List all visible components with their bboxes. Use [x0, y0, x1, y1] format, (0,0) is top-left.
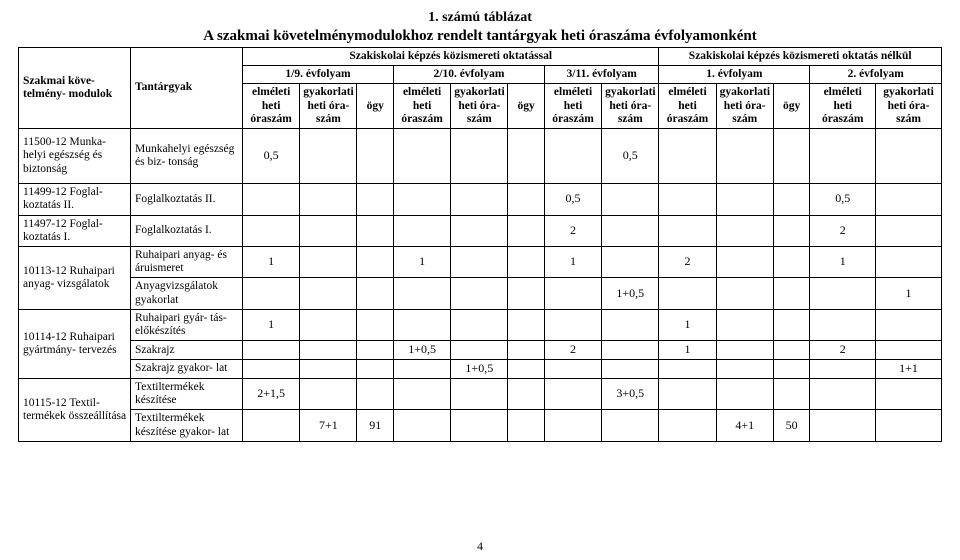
- value-cell: 1+0,5: [393, 341, 450, 360]
- subject-cell: Textiltermékek készítése gyakor- lat: [131, 410, 243, 441]
- value-cell: 2: [544, 341, 601, 360]
- value-cell: 2: [810, 215, 876, 246]
- hdr-gyak: gyakorlati heti óra- szám: [716, 84, 773, 129]
- hdr-y2: 2/10. évfolyam: [393, 66, 544, 84]
- table-caption: A szakmai követelménymodulokhoz rendelt …: [18, 28, 942, 45]
- value-cell: 2: [544, 215, 601, 246]
- subject-cell: Ruhaipari gyár- tás-előkészítés: [131, 309, 243, 340]
- hdr-elm: elméleti heti óraszám: [544, 84, 601, 129]
- hdr-gyak: gyakorlati heti óra- szám: [876, 84, 942, 129]
- hdr-group-a: Szakiskolai képzés közismereti oktatássa…: [243, 48, 659, 66]
- subject-cell: Szakrajz: [131, 341, 243, 360]
- table-row: 10113-12 Ruhaipari anyag- vizsgálatok Ru…: [19, 246, 942, 277]
- table-row: Szakrajz 1+0,5 2 1 2: [19, 341, 942, 360]
- module-cell: 11500-12 Munka- helyi egészség és bizton…: [19, 129, 131, 184]
- module-cell: 10113-12 Ruhaipari anyag- vizsgálatok: [19, 246, 131, 309]
- hdr-ogy: ögy: [508, 84, 545, 129]
- value-cell: 4+1: [716, 410, 773, 441]
- value-cell: 1: [876, 278, 942, 309]
- subject-cell: Foglalkoztatás II.: [131, 184, 243, 215]
- hdr-gyak: gyakorlati heti óra- szám: [451, 84, 508, 129]
- value-cell: 0,5: [602, 129, 659, 184]
- value-cell: 1: [243, 246, 300, 277]
- table-row: 10114-12 Ruhaipari gyártmány- tervezés R…: [19, 309, 942, 340]
- value-cell: 1: [810, 246, 876, 277]
- hdr-yb2: 2. évfolyam: [810, 66, 942, 84]
- subject-cell: Foglalkoztatás I.: [131, 215, 243, 246]
- table-row: Anyagvizsgálatok gyakorlat 1+0,5 1: [19, 278, 942, 309]
- value-cell: 2: [659, 246, 716, 277]
- value-cell: 0,5: [544, 184, 601, 215]
- value-cell: 3+0,5: [602, 378, 659, 409]
- value-cell: 1+1: [876, 360, 942, 379]
- hdr-y1: 1/9. évfolyam: [243, 66, 394, 84]
- hdr-gyak: gyakorlati heti óra- szám: [300, 84, 357, 129]
- value-cell: 1: [393, 246, 450, 277]
- value-cell: 1+0,5: [602, 278, 659, 309]
- value-cell: 91: [357, 410, 394, 441]
- hdr-ogy: ögy: [357, 84, 394, 129]
- subject-cell: Ruhaipari anyag- és áruismeret: [131, 246, 243, 277]
- value-cell: 1: [243, 309, 300, 340]
- table-row: 11499-12 Foglal- koztatás II. Foglalkozt…: [19, 184, 942, 215]
- table-number-label: 1. számú táblázat: [18, 10, 942, 26]
- subject-cell: Szakrajz gyakor- lat: [131, 360, 243, 379]
- page-number: 4: [0, 539, 960, 554]
- hdr-y3: 3/11. évfolyam: [544, 66, 658, 84]
- hdr-elm: elméleti heti óraszám: [659, 84, 716, 129]
- table-row: 11500-12 Munka- helyi egészség és bizton…: [19, 129, 942, 184]
- module-cell: 10115-12 Textil-termékek összeállítása: [19, 378, 131, 441]
- hdr-gyak: gyakorlati heti óra- szám: [602, 84, 659, 129]
- table-row: 10115-12 Textil-termékek összeállítása T…: [19, 378, 942, 409]
- table-row: Textiltermékek készítése gyakor- lat 7+1…: [19, 410, 942, 441]
- hdr-elm: elméleti heti óraszám: [393, 84, 450, 129]
- table-row: Szakrajz gyakor- lat 1+0,5 1+1: [19, 360, 942, 379]
- hdr-yb1: 1. évfolyam: [659, 66, 810, 84]
- value-cell: 1: [659, 341, 716, 360]
- hdr-ogy: ögy: [773, 84, 810, 129]
- hdr-modules: Szakmai köve- telmény- modulok: [19, 48, 131, 129]
- module-cell: 10114-12 Ruhaipari gyártmány- tervezés: [19, 309, 131, 378]
- subject-cell: Textiltermékek készítése: [131, 378, 243, 409]
- hdr-elm: elméleti heti óraszám: [243, 84, 300, 129]
- value-cell: 0,5: [243, 129, 300, 184]
- value-cell: 1: [659, 309, 716, 340]
- subject-cell: Anyagvizsgálatok gyakorlat: [131, 278, 243, 309]
- curriculum-table: Szakmai köve- telmény- modulok Tantárgya…: [18, 47, 942, 442]
- value-cell: 2+1,5: [243, 378, 300, 409]
- value-cell: 50: [773, 410, 810, 441]
- value-cell: 0,5: [810, 184, 876, 215]
- module-cell: 11499-12 Foglal- koztatás II.: [19, 184, 131, 215]
- value-cell: 1+0,5: [451, 360, 508, 379]
- hdr-elm: elméleti heti óraszám: [810, 84, 876, 129]
- value-cell: 1: [544, 246, 601, 277]
- subject-cell: Munkahelyi egészség és biz- tonság: [131, 129, 243, 184]
- value-cell: 2: [810, 341, 876, 360]
- hdr-subjects: Tantárgyak: [131, 48, 243, 129]
- table-row: 11497-12 Foglal- koztatás I. Foglalkozta…: [19, 215, 942, 246]
- module-cell: 11497-12 Foglal- koztatás I.: [19, 215, 131, 246]
- hdr-group-b: Szakiskolai képzés közismereti oktatás n…: [659, 48, 942, 66]
- value-cell: 7+1: [300, 410, 357, 441]
